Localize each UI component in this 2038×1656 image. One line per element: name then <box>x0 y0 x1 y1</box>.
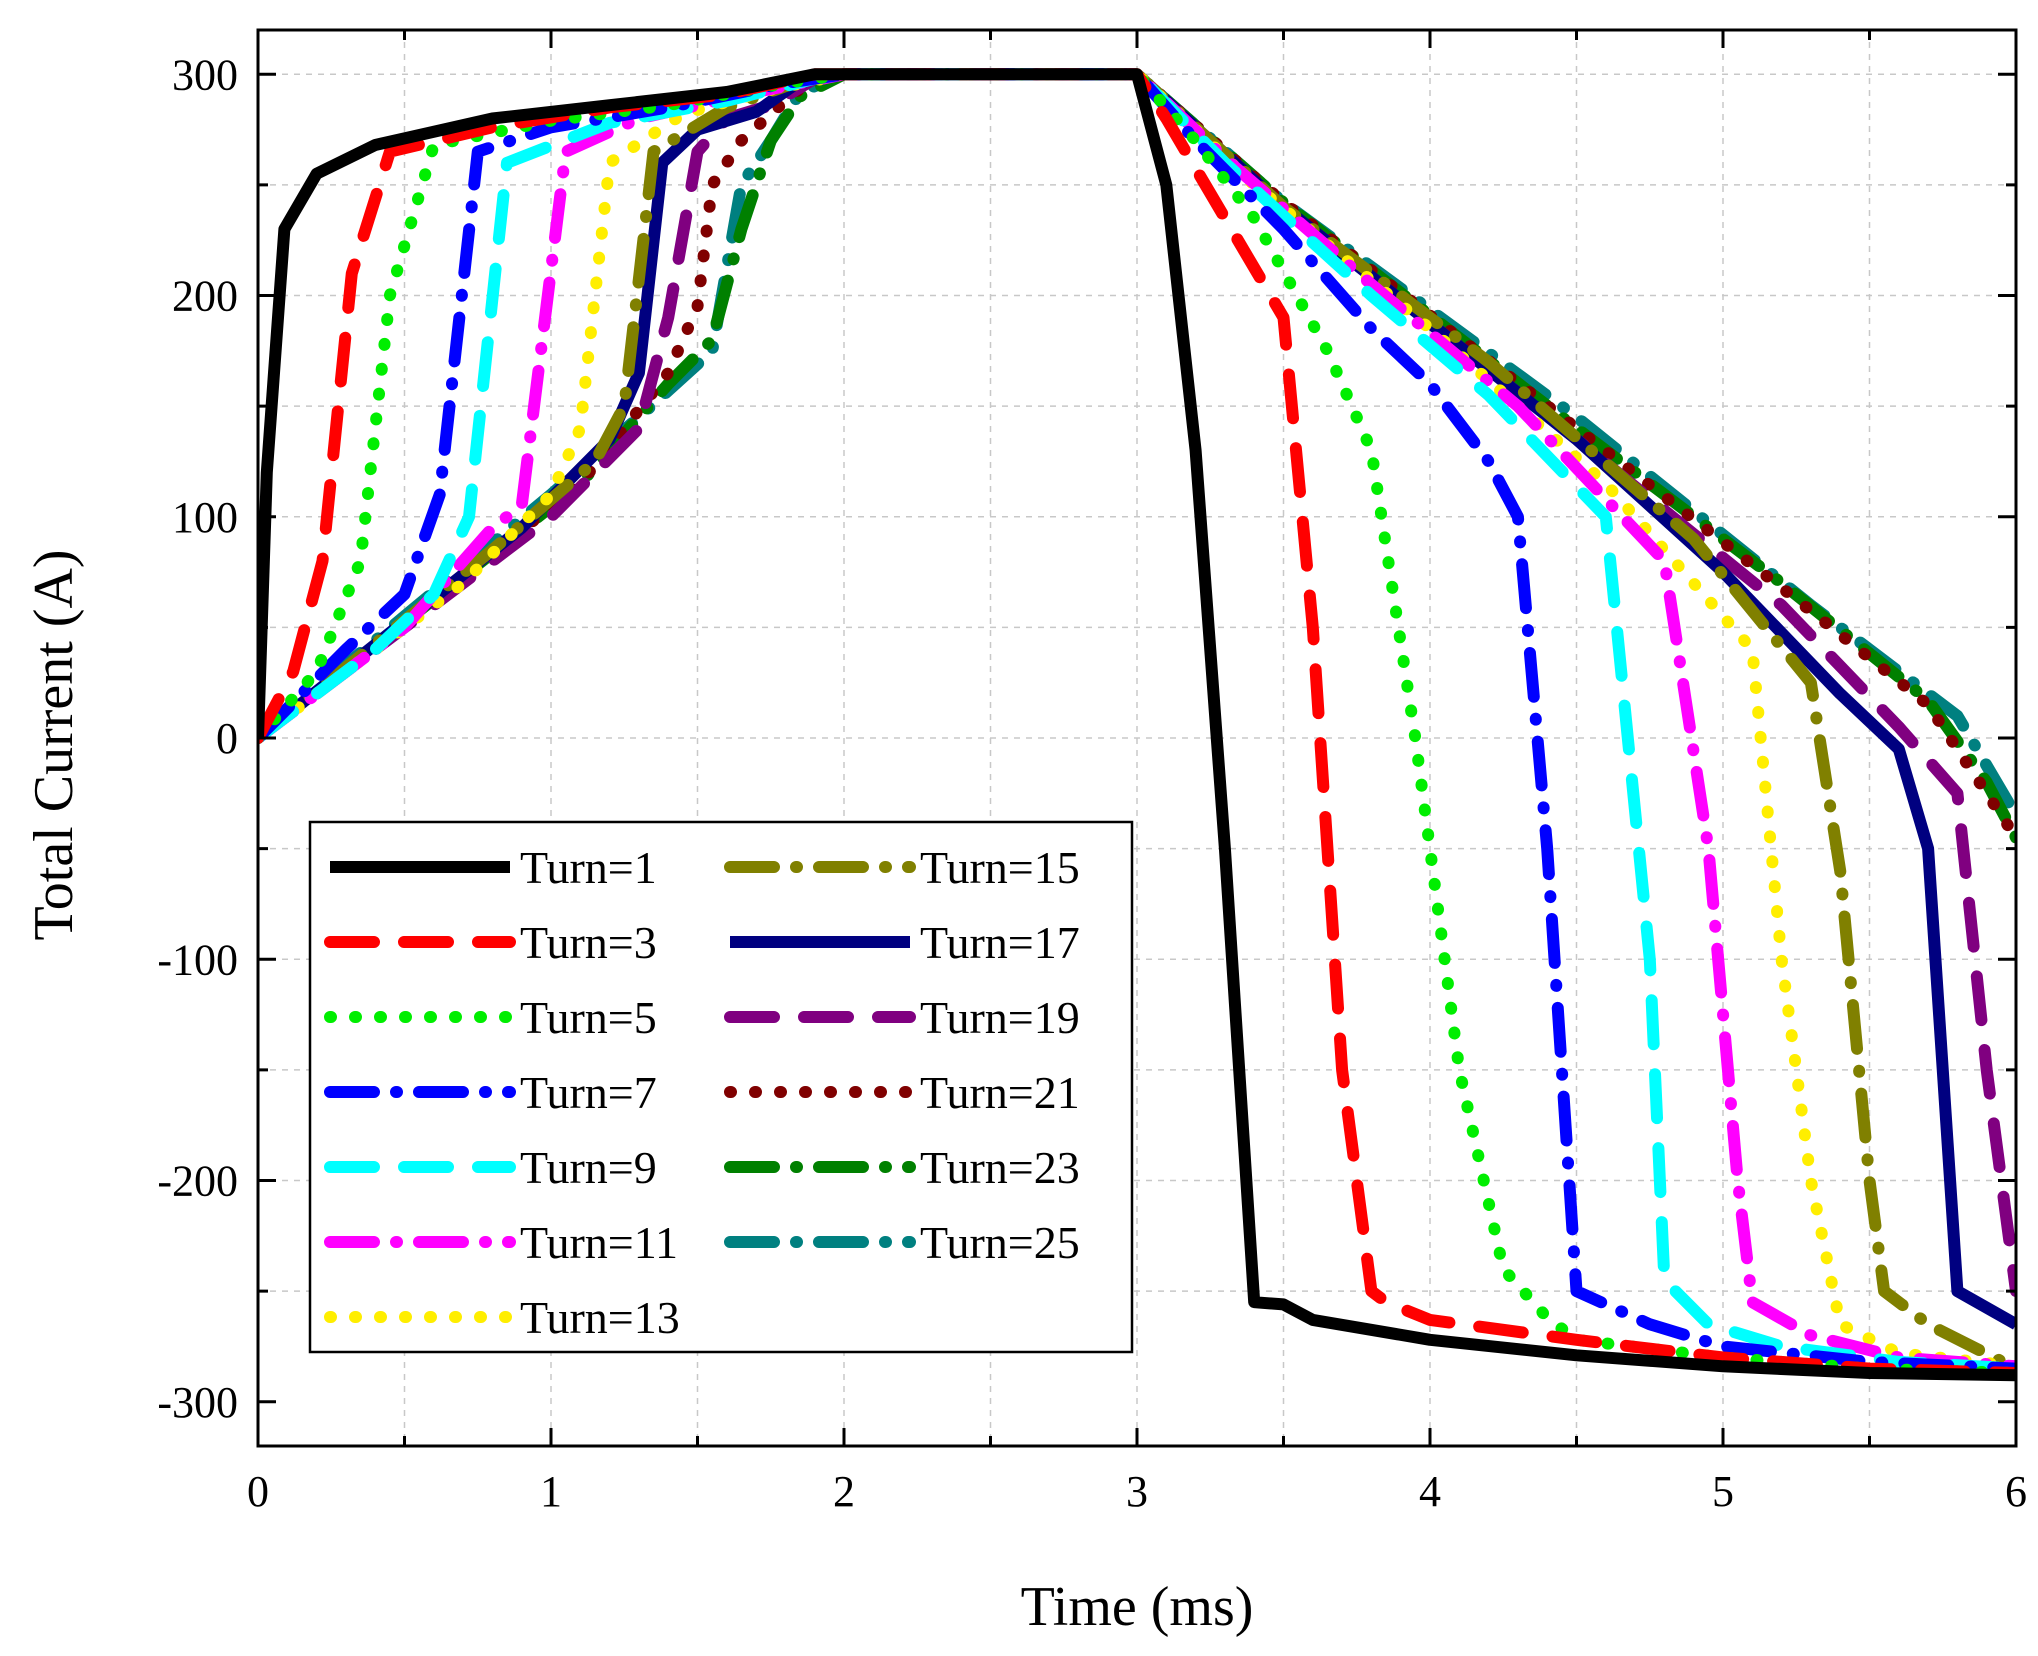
legend-label-turn-9: Turn=9 <box>520 1142 657 1193</box>
series-line-turn-5 <box>258 68 2016 1379</box>
axes: 0 1 2 3 4 5 6 -300 -200 -100 0 100 200 300 <box>157 28 2027 1516</box>
y-tick-label: -200 <box>157 1157 238 1206</box>
x-axis-title: Time (ms) <box>1021 1576 1254 1638</box>
series-line-turn-3 <box>258 68 2016 1379</box>
y-axis-title: Total Current (A) <box>23 549 85 940</box>
legend-label-turn-11: Turn=11 <box>520 1217 678 1268</box>
y-tick-label: 200 <box>172 272 238 321</box>
x-tick-label: 4 <box>1419 1467 1441 1516</box>
x-tick-label: 1 <box>540 1467 562 1516</box>
y-tick-label: 300 <box>172 50 238 99</box>
series-line-turn-1 <box>258 68 2016 1382</box>
legend-label-turn-5: Turn=5 <box>520 992 657 1043</box>
x-tick-label: 5 <box>1712 1467 1734 1516</box>
x-tick-label: 3 <box>1126 1467 1148 1516</box>
x-tick-label: 2 <box>833 1467 855 1516</box>
legend-label-turn-1: Turn=1 <box>520 842 657 893</box>
legend-label-turn-3: Turn=3 <box>520 917 657 968</box>
series-line-turn-7 <box>258 68 2016 1375</box>
y-tick-label: -100 <box>157 935 238 984</box>
series-line-turn-11 <box>258 68 2016 1373</box>
plot-area <box>258 68 2016 1382</box>
legend-label-turn-15: Turn=15 <box>920 842 1080 893</box>
legend-label-turn-25: Turn=25 <box>920 1217 1080 1268</box>
y-tick-label: 100 <box>172 493 238 542</box>
x-tick-label: 0 <box>247 1467 269 1516</box>
legend-label-turn-19: Turn=19 <box>920 992 1080 1043</box>
legend: Turn=1 Turn=3 Turn=5 Turn=7 Turn=9 Turn=11 Tur… <box>308 820 1134 1354</box>
legend-label-turn-17: Turn=17 <box>920 917 1080 968</box>
legend-label-turn-23: Turn=23 <box>920 1142 1080 1193</box>
y-tick-label: -300 <box>157 1378 238 1427</box>
y-tick-label: 0 <box>216 714 238 763</box>
legend-label-turn-21: Turn=21 <box>920 1067 1080 1118</box>
legend-label-turn-13: Turn=13 <box>520 1292 680 1343</box>
legend-label-turn-7: Turn=7 <box>520 1067 657 1118</box>
x-tick-label: 6 <box>2005 1467 2027 1516</box>
